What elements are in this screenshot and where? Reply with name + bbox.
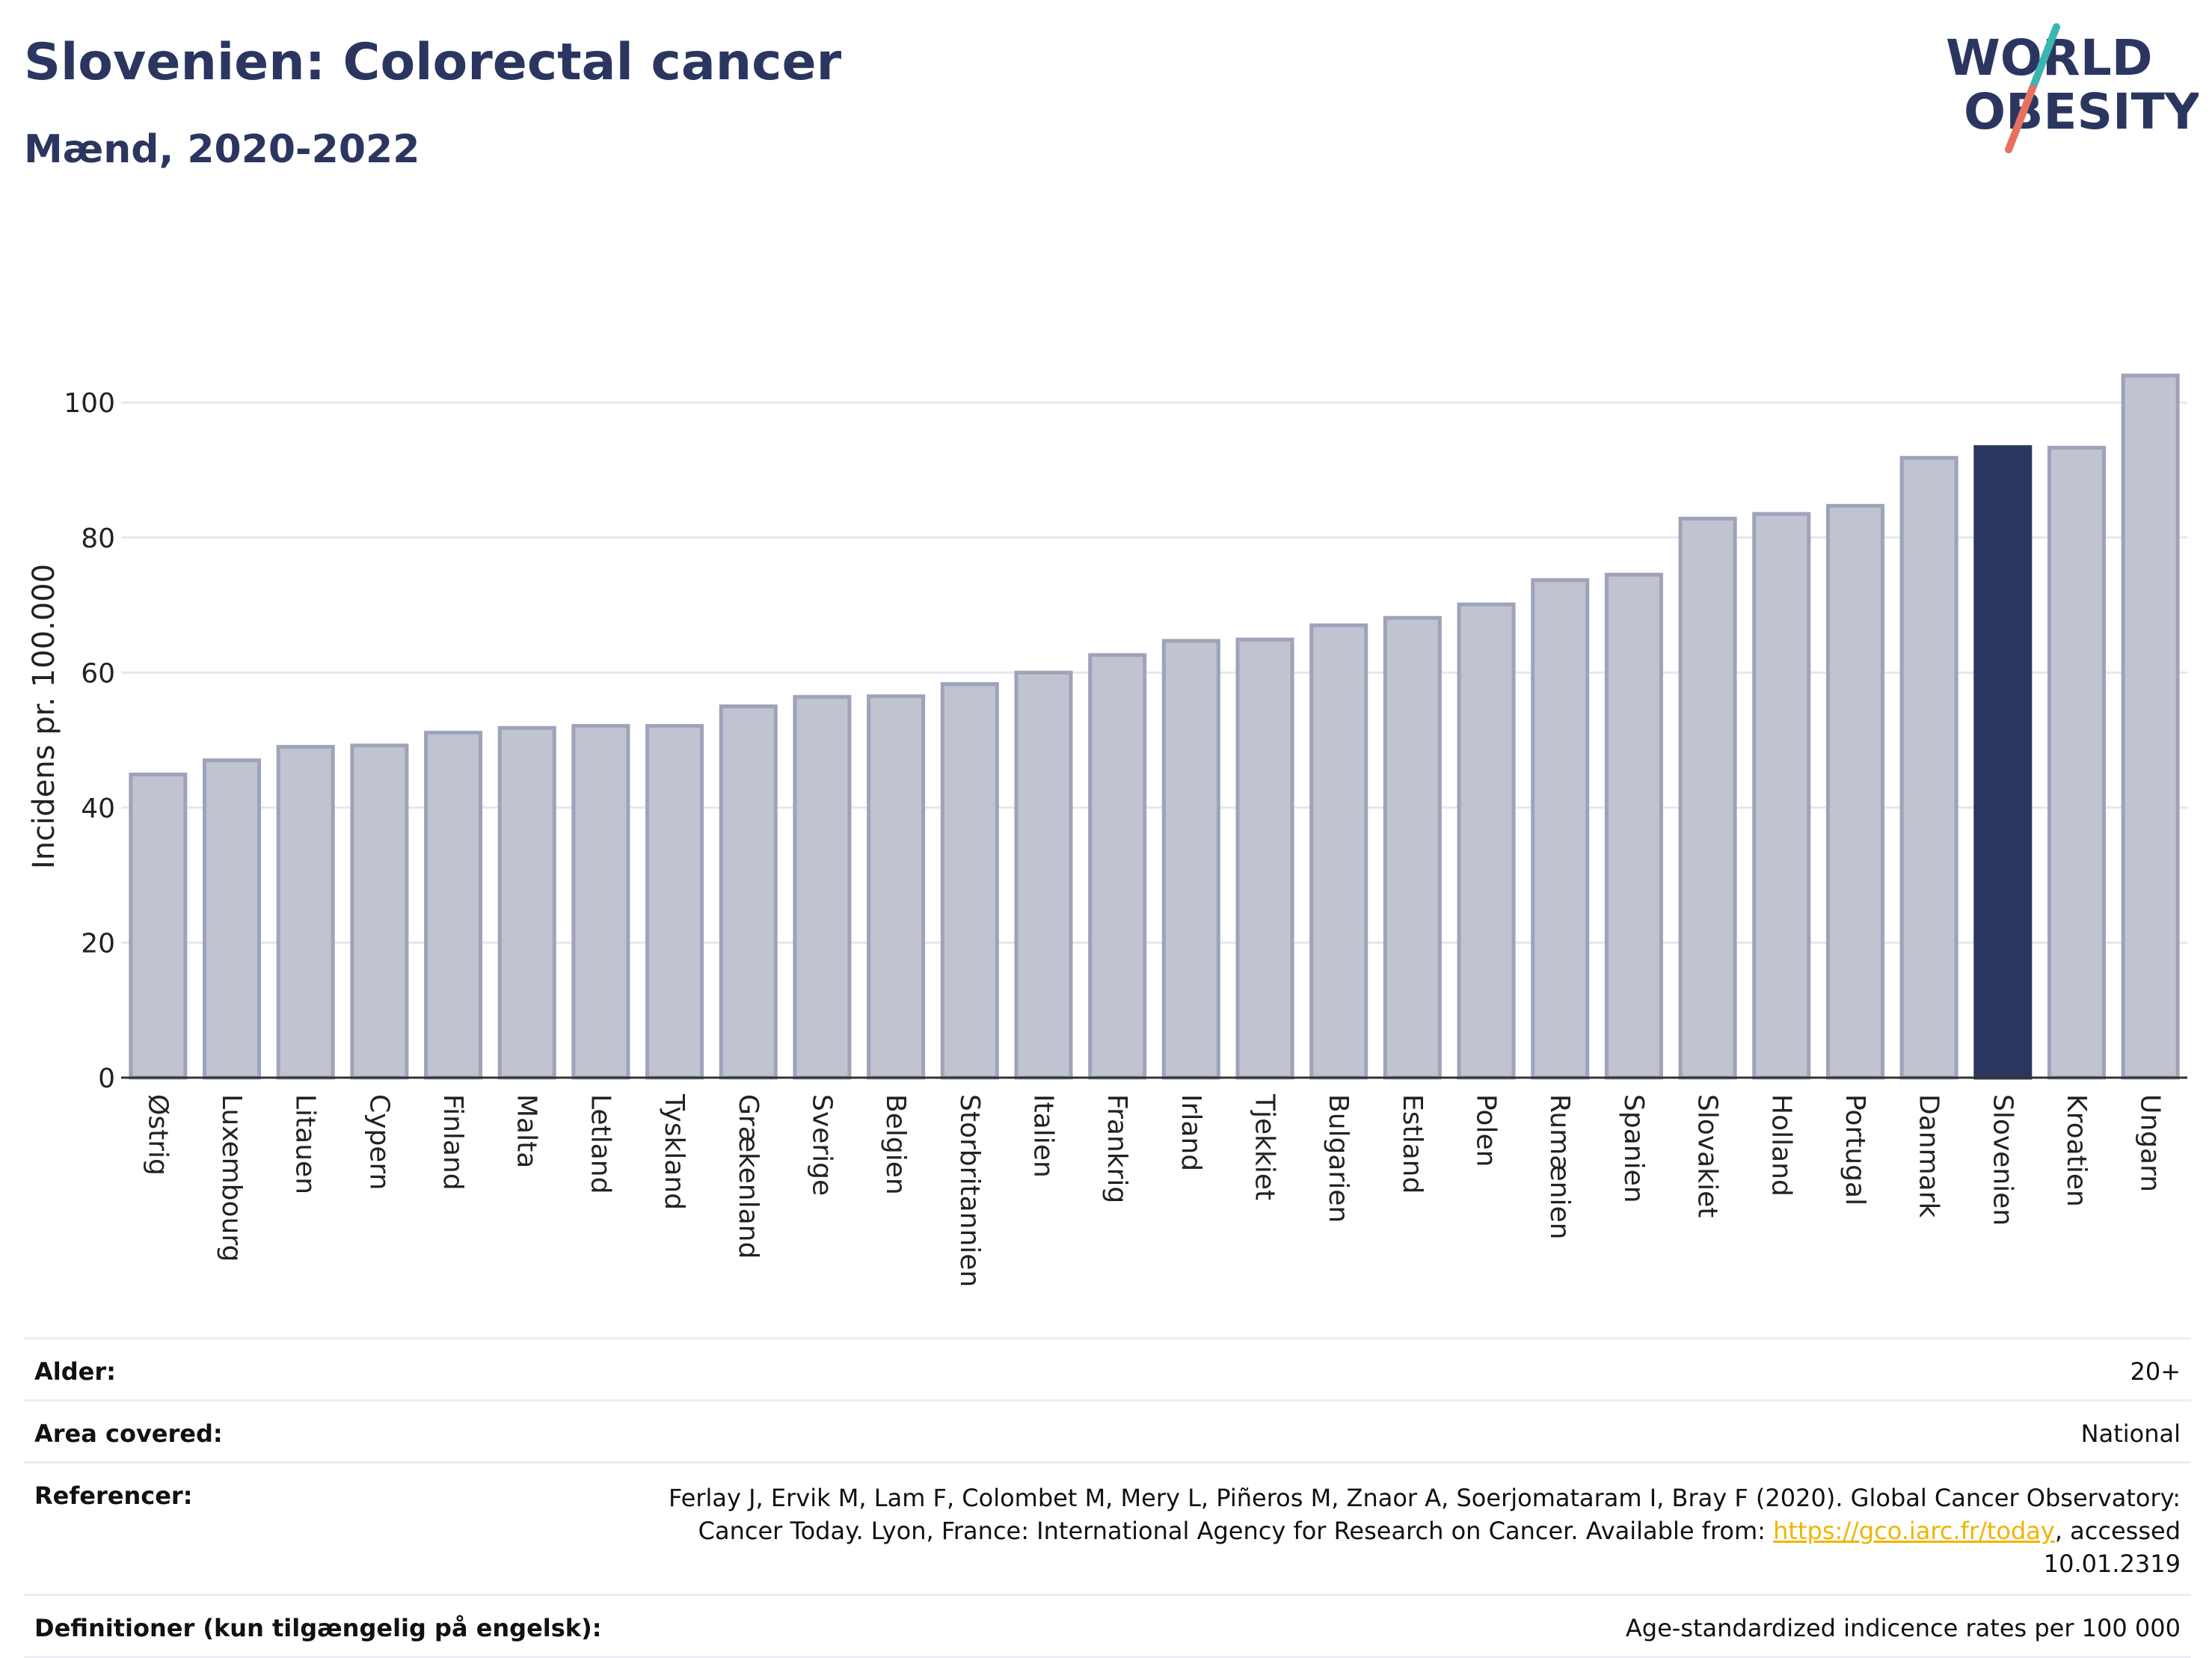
bar-letland[interactable]	[571, 724, 630, 1080]
bar-bulgarien[interactable]	[1309, 623, 1368, 1080]
chart-title: Slovenien: Colorectal cancer	[24, 33, 842, 92]
x-tick-label: Østrig	[142, 1094, 173, 1176]
x-tick-label: Ungarn	[2135, 1094, 2166, 1192]
x-tick-label: Danmark	[1914, 1094, 1944, 1218]
x-tick-label: Holland	[1766, 1094, 1796, 1197]
bar-kroatien[interactable]	[2047, 446, 2106, 1080]
references-accessed: , accessed 10.01.2319	[2043, 1517, 2181, 1578]
references-text: Ferlay J, Ervik M, Lam F, Colombet M, Me…	[669, 1484, 2181, 1545]
y-axis-label: Incidens pr. 100.000	[27, 564, 61, 869]
y-tick-label: 40	[81, 793, 115, 824]
y-tick-label: 20	[81, 928, 115, 959]
x-tick-label: Italien	[1027, 1094, 1058, 1178]
x-tick-label: Slovakiet	[1692, 1094, 1723, 1218]
x-tick-label: Grækenland	[733, 1094, 764, 1259]
x-tick-label: Estland	[1397, 1094, 1428, 1194]
x-tick-label: Portugal	[1840, 1094, 1870, 1206]
logo-slash-teal	[2029, 23, 2060, 92]
y-tick-label: 100	[64, 388, 115, 419]
x-tick-labels: Østrig Luxembourg Litauen Cypern Finland Malt…	[142, 1093, 2165, 1287]
references-label: Referencer:	[34, 1482, 193, 1510]
bar-chart: 0 20 40 60 80 100 Østrig Luxembourg Litauen Cype…	[27, 373, 2187, 1287]
chart-subtitle: Mænd, 2020-2022	[24, 127, 420, 172]
x-tick-label: Letland	[585, 1094, 615, 1194]
bar-litauen[interactable]	[276, 745, 335, 1080]
bar-holland[interactable]	[1752, 512, 1811, 1080]
x-tick-label: Finland	[437, 1094, 468, 1191]
bar-estland[interactable]	[1383, 615, 1442, 1080]
info-row-references: Referencer: Ferlay J, Ervik M, Lam F, Co…	[24, 1461, 2191, 1594]
x-tick-label: Kroatien	[2061, 1094, 2092, 1207]
bar-ungarn[interactable]	[2121, 373, 2180, 1080]
x-tick-label: Irland	[1176, 1094, 1206, 1171]
x-tick-label: Belgien	[880, 1094, 911, 1195]
area-value: National	[2080, 1419, 2181, 1448]
logo-text-obesity: OBESITY	[1964, 83, 2199, 141]
x-tick-label: Sverige	[806, 1094, 837, 1196]
bar-finland[interactable]	[424, 731, 483, 1080]
bar-slovenien[interactable]	[1973, 445, 2033, 1080]
definitions-value: Age-standardized indicence rates per 100…	[1625, 1614, 2181, 1642]
x-tick-label: Tyskland	[659, 1093, 689, 1210]
x-tick-label: Litauen	[290, 1094, 321, 1194]
references-value: Ferlay J, Ervik M, Lam F, Colombet M, Me…	[625, 1482, 2181, 1580]
x-tick-label: Cypern	[363, 1094, 394, 1190]
info-row-area: Area covered: National	[24, 1399, 2191, 1461]
x-tick-label: Malta	[511, 1094, 542, 1168]
area-label: Area covered:	[34, 1419, 223, 1448]
x-tick-label: Luxembourg	[216, 1094, 247, 1262]
y-tick-label: 0	[98, 1063, 115, 1094]
age-value: 20+	[2130, 1357, 2181, 1386]
x-tick-label: Rumænien	[1544, 1094, 1575, 1239]
bar-danmark[interactable]	[1899, 455, 1958, 1080]
bar-tyskland[interactable]	[645, 724, 704, 1080]
definitions-label: Definitioner (kun tilgængelig på engelsk…	[34, 1614, 602, 1642]
bar-belgien[interactable]	[867, 694, 926, 1080]
bar-frankrig[interactable]	[1088, 653, 1147, 1080]
info-table: Alder: 20+ Area covered: National Refere…	[24, 1337, 2191, 1658]
world-obesity-logo: WORLD OBESITY	[1946, 23, 2199, 153]
logo-slash-coral	[2005, 85, 2036, 153]
bar-italien[interactable]	[1014, 670, 1073, 1080]
bar-tjekkiet[interactable]	[1235, 637, 1294, 1080]
bar-spanien[interactable]	[1604, 572, 1663, 1080]
bar-malta[interactable]	[497, 725, 556, 1080]
bar-østrig[interactable]	[129, 773, 188, 1080]
x-tick-label: Spanien	[1618, 1094, 1649, 1203]
x-tick-label: Polen	[1471, 1094, 1502, 1167]
x-tick-label: Slovenien	[1987, 1094, 2018, 1226]
x-tick-label: Storbritannien	[954, 1094, 985, 1287]
y-tick-label: 60	[81, 658, 115, 689]
info-row-definitions: Definitioner (kun tilgængelig på engelsk…	[24, 1594, 2191, 1658]
bar-sverige[interactable]	[793, 695, 852, 1080]
bar-luxembourg[interactable]	[203, 758, 262, 1080]
x-tick-label: Tjekkiet	[1250, 1093, 1280, 1200]
bar-polen[interactable]	[1457, 602, 1516, 1080]
x-tick-label: Bulgarien	[1323, 1094, 1354, 1223]
info-row-age: Alder: 20+	[24, 1337, 2191, 1399]
bar-storbritannien[interactable]	[940, 682, 999, 1080]
y-tick-labels: 0 20 40 60 80 100	[64, 388, 115, 1094]
bar-rumænien[interactable]	[1531, 578, 1590, 1080]
x-tick-label: Frankrig	[1102, 1094, 1132, 1203]
bar-irland[interactable]	[1161, 639, 1220, 1080]
bars	[129, 373, 2180, 1080]
age-label: Alder:	[34, 1357, 116, 1386]
bar-slovakiet[interactable]	[1678, 516, 1737, 1080]
bar-cypern[interactable]	[350, 743, 409, 1080]
bar-portugal[interactable]	[1825, 503, 1884, 1080]
bar-grækenland[interactable]	[719, 704, 778, 1080]
references-link[interactable]: https://gco.iarc.fr/today	[1773, 1517, 2055, 1545]
y-tick-label: 80	[81, 524, 115, 554]
